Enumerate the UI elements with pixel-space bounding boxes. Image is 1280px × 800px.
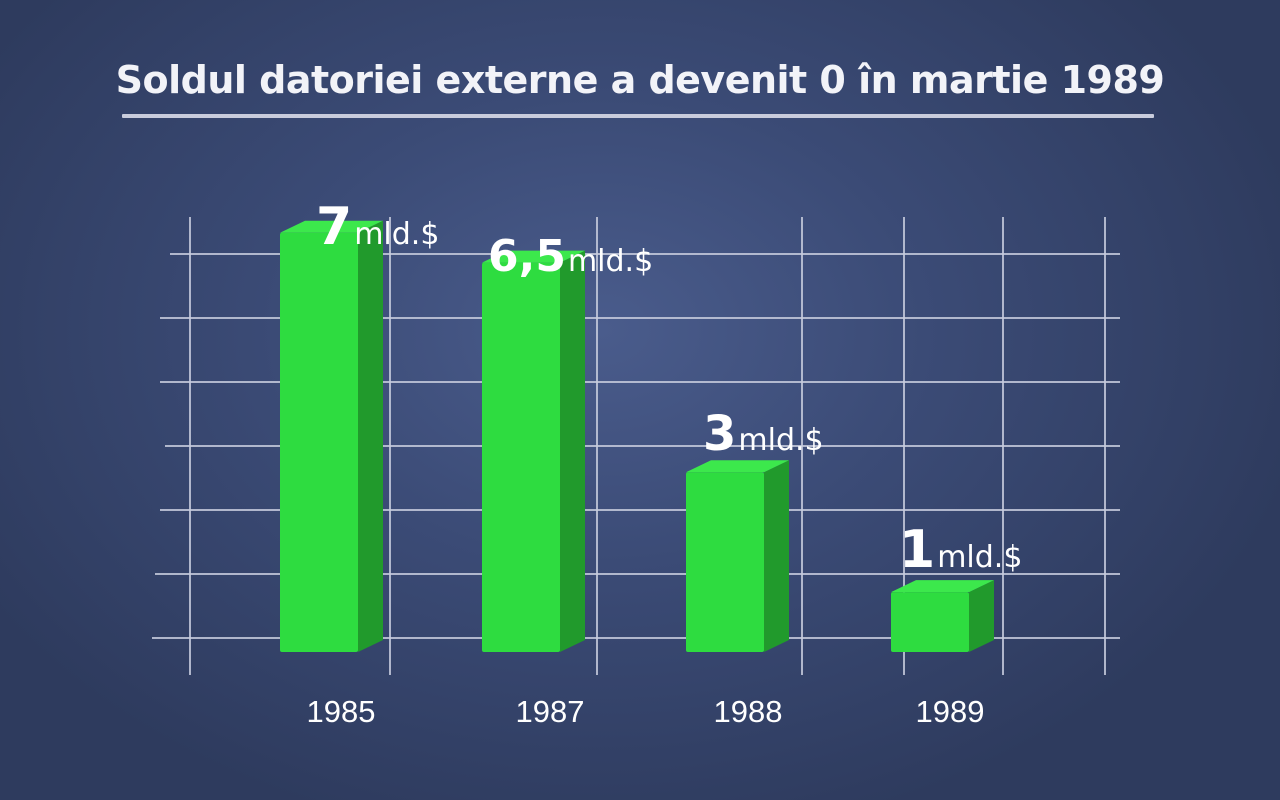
bar-top: [686, 460, 789, 473]
bar-side: [764, 460, 789, 652]
bar: [482, 250, 585, 652]
bar-side: [560, 250, 585, 652]
title-underline: [122, 114, 1154, 118]
bar-side: [358, 220, 383, 652]
x-tick-label: 1989: [916, 694, 985, 729]
bar-top: [891, 580, 994, 593]
x-tick-label: 1988: [714, 694, 783, 729]
bar-front: [280, 232, 358, 652]
bar-front: [686, 472, 764, 652]
bar-value-unit: mld.$: [568, 244, 653, 279]
bar-value-label: 7mld.$: [316, 197, 439, 257]
bar: [280, 220, 383, 652]
bar-top: [280, 220, 383, 233]
bar-value-label: 1mld.$: [899, 520, 1022, 580]
bar-front: [891, 592, 969, 652]
bar-value-label: 6,5mld.$: [488, 231, 653, 282]
bar-value-number: 3: [703, 406, 736, 462]
bar-value-label: 3mld.$: [703, 406, 824, 462]
bar: [891, 580, 994, 652]
bar-value-number: 1: [899, 520, 935, 580]
x-tick-label: 1985: [307, 694, 376, 729]
x-axis-ticks: 1985 1987 1988 1989: [307, 694, 985, 729]
bar-side: [969, 580, 994, 652]
bar-value-unit: mld.$: [738, 423, 823, 458]
bar-front: [482, 262, 560, 652]
bar-top: [482, 250, 585, 263]
value-labels: 7mld.$ 6,5mld.$3mld.$1mld.$: [316, 197, 1022, 580]
bar: [686, 460, 789, 652]
chart-title: Soldul datoriei externe a devenit 0 în m…: [115, 58, 1165, 102]
bars: [280, 220, 994, 652]
bar-value-unit: mld.$: [937, 540, 1022, 575]
bar-value-number: 6,5: [488, 231, 566, 282]
x-tick-label: 1987: [516, 694, 585, 729]
bar-value-number: 7: [316, 197, 352, 257]
bar-value-unit: mld.$: [354, 217, 439, 252]
